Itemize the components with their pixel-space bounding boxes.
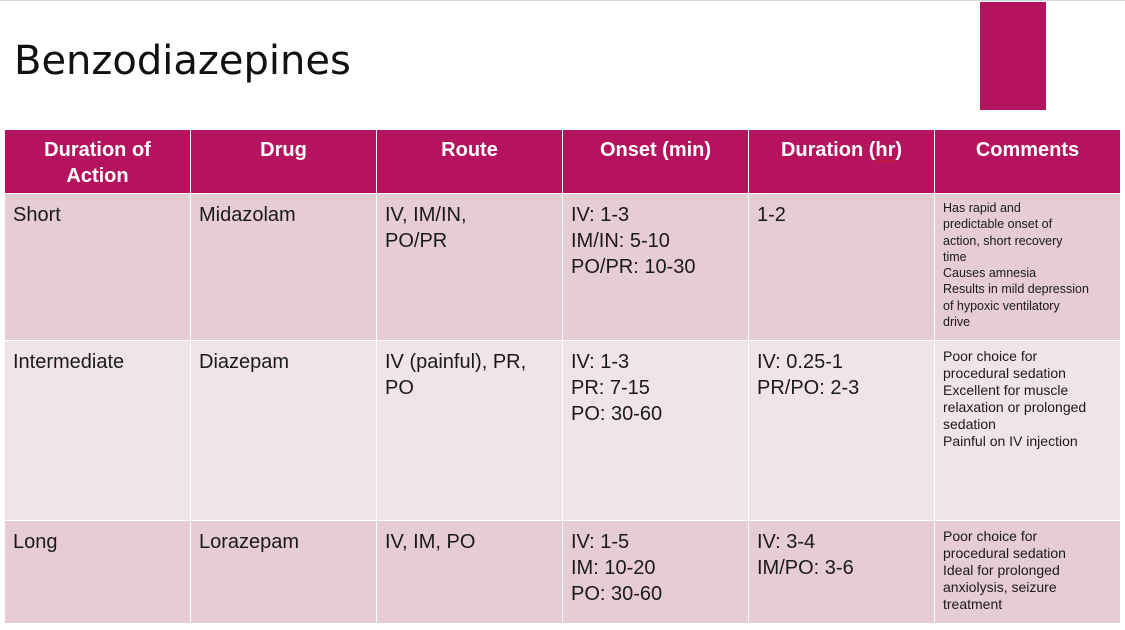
cell-drug: Diazepam	[190, 340, 377, 521]
cell-comments: Poor choice for procedural sedation Exce…	[934, 340, 1121, 521]
comment-line: anxiolysis, seizure	[943, 579, 1057, 595]
cell-onset: IV: 1-5 IM: 10-20 PO: 30-60	[562, 520, 749, 624]
duration-line: IV: 0.25-1	[757, 351, 843, 373]
comment-line: Excellent for muscle	[943, 382, 1069, 398]
accent-bar	[980, 2, 1046, 110]
onset-line: PO/PR: 10-30	[571, 256, 696, 278]
comment-line: Poor choice for	[943, 528, 1038, 544]
header-duration-prefix: Duration (	[780, 139, 876, 161]
comment-line: Results in mild depression	[943, 282, 1089, 297]
comment-line: procedural sedation	[943, 365, 1066, 381]
top-divider	[0, 0, 1125, 1]
comment-line: Causes amnesia	[943, 266, 1037, 281]
route-line: IV, IM/IN,	[385, 204, 467, 226]
cell-duration-of-action: Intermediate	[4, 340, 191, 521]
cell-drug: Lorazepam	[190, 520, 377, 624]
cell-drug: Midazolam	[190, 193, 377, 341]
cell-onset: IV: 1-3 IM/IN: 5-10 PO/PR: 10-30	[562, 193, 749, 341]
header-duration-of-action: Duration of Action	[4, 129, 191, 194]
cell-duration-of-action: Short	[4, 193, 191, 341]
onset-line: IM/IN: 5-10	[571, 230, 670, 252]
duration-line: 1-2	[757, 204, 786, 226]
cell-route: IV (painful), PR, PO	[376, 340, 563, 521]
header-comments: Comments	[934, 129, 1121, 194]
header-duration-suffix: )	[895, 139, 903, 161]
header-onset: Onset (min)	[562, 129, 749, 194]
route-line: PO	[385, 377, 414, 399]
cell-comments: Has rapid and predictable onset of actio…	[934, 193, 1121, 341]
comment-line: sedation	[943, 416, 996, 432]
comment-line: relaxation or prolonged	[943, 399, 1087, 415]
duration-line: IV: 3-4	[757, 531, 816, 553]
route-line: IV (painful), PR,	[385, 351, 527, 373]
comment-line: drive	[943, 315, 971, 330]
comment-line: Has rapid and	[943, 201, 1021, 215]
comment-line: time	[943, 249, 967, 264]
table-row: Short Midazolam IV, IM/IN, PO/PR IV: 1-3…	[4, 193, 1121, 341]
table-row: Long Lorazepam IV, IM, PO IV: 1-5 IM: 10…	[4, 520, 1121, 624]
comment-line: Painful on IV injection	[943, 433, 1078, 449]
onset-line: IM: 10-20	[571, 557, 656, 579]
onset-line: PR: 7-15	[571, 377, 650, 399]
duration-line: PR/PO: 2-3	[757, 377, 860, 399]
duration-line: IM/PO: 3-6	[757, 557, 854, 579]
header-duration-line-1: Duration of	[44, 139, 151, 161]
header-drug: Drug	[190, 129, 377, 194]
onset-line: IV: 1-3	[571, 351, 630, 373]
cell-onset: IV: 1-3 PR: 7-15 PO: 30-60	[562, 340, 749, 521]
onset-line: IV: 1-5	[571, 531, 630, 553]
cell-duration-of-action: Long	[4, 520, 191, 624]
comment-line: of hypoxic ventilatory	[943, 298, 1060, 313]
comment-line: predictable onset of	[943, 217, 1053, 232]
cell-route: IV, IM/IN, PO/PR	[376, 193, 563, 341]
table-row: Intermediate Diazepam IV (painful), PR, …	[4, 340, 1121, 521]
header-duration-hr: Duration (hr)	[748, 129, 935, 194]
benzodiazepine-table: Duration of Action Drug Route Onset (min…	[4, 129, 1121, 624]
header-duration-unit: hr	[875, 139, 896, 161]
header-route: Route	[376, 129, 563, 194]
comment-line: Poor choice for	[943, 348, 1038, 364]
header-duration-line-2: Action	[66, 165, 129, 187]
cell-route: IV, IM, PO	[376, 520, 563, 624]
cell-comments: Poor choice for procedural sedation Idea…	[934, 520, 1121, 624]
header-row: Duration of Action Drug Route Onset (min…	[4, 129, 1121, 194]
comment-line: procedural sedation	[943, 545, 1066, 561]
onset-line: PO: 30-60	[571, 583, 663, 605]
route-line: IV, IM, PO	[385, 531, 476, 553]
comment-line: treatment	[943, 596, 1003, 612]
route-line: PO/PR	[385, 230, 448, 252]
cell-duration-hr: IV: 0.25-1 PR/PO: 2-3	[748, 340, 935, 521]
cell-duration-hr: 1-2	[748, 193, 935, 341]
slide-title: Benzodiazepines	[14, 38, 351, 84]
comment-line: action, short recovery	[943, 233, 1063, 248]
cell-duration-hr: IV: 3-4 IM/PO: 3-6	[748, 520, 935, 624]
onset-line: IV: 1-3	[571, 204, 630, 226]
comment-line: Ideal for prolonged	[943, 562, 1060, 578]
onset-line: PO: 30-60	[571, 403, 663, 425]
